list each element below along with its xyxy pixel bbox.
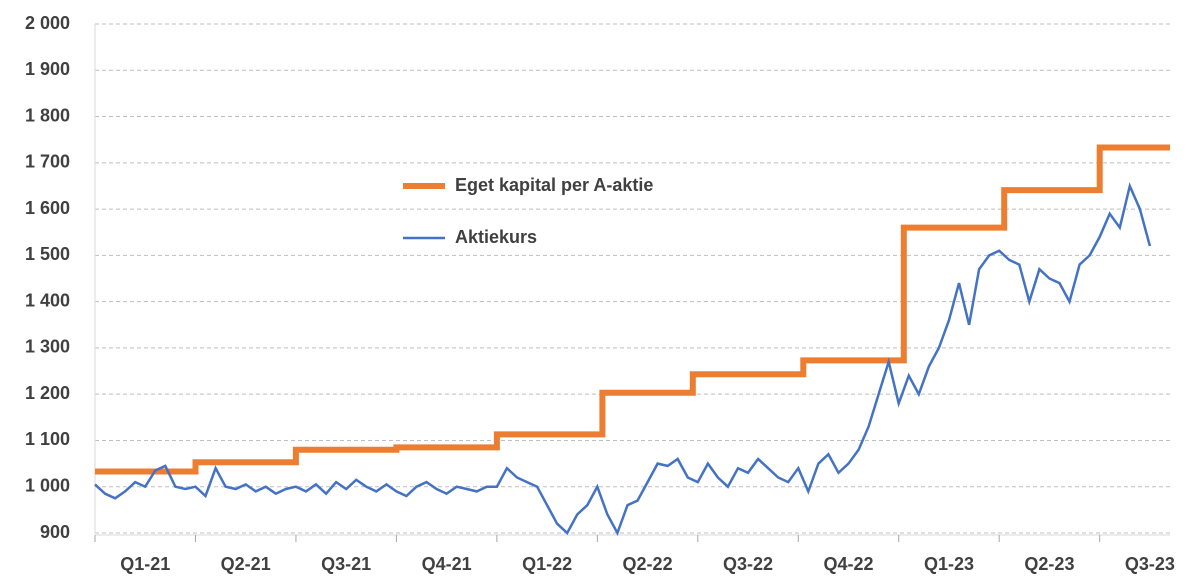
x-tick-label: Q3-22 [723,554,773,574]
legend-label: Eget kapital per A-aktie [455,175,653,195]
x-tick-label: Q1-21 [120,554,170,574]
y-tick-label: 1 500 [25,244,70,264]
y-tick-label: 1 700 [25,152,70,172]
y-tick-label: 1 300 [25,337,70,357]
x-tick-label: Q4-21 [422,554,472,574]
y-tick-label: 1 600 [25,198,70,218]
y-tick-label: 900 [40,522,70,542]
x-tick-label: Q1-23 [924,554,974,574]
x-tick-label: Q3-23 [1125,554,1175,574]
y-tick-label: 1 100 [25,429,70,449]
y-tick-label: 2 000 [25,13,70,33]
series-line [94,182,1152,537]
y-tick-label: 1 800 [25,105,70,125]
x-tick-label: Q2-21 [221,554,271,574]
y-tick-label: 1 400 [25,290,70,310]
x-tick-label: Q3-21 [321,554,371,574]
x-tick-label: Q2-22 [623,554,673,574]
y-tick-label: 1 000 [25,475,70,495]
legend-label: Aktiekurs [455,227,537,247]
x-tick-label: Q4-22 [823,554,873,574]
x-tick-label: Q2-23 [1024,554,1074,574]
y-tick-label: 1 900 [25,59,70,79]
y-tick-label: 1 200 [25,383,70,403]
series-line [95,144,1170,475]
x-tick-label: Q1-22 [522,554,572,574]
